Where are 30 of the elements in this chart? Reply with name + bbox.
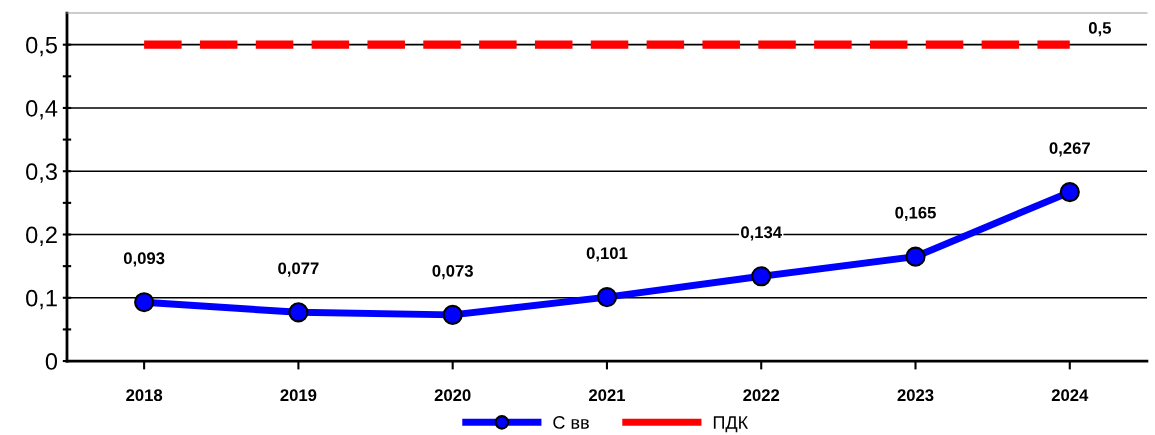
point bbox=[134, 292, 155, 313]
data-label: 0,267 bbox=[1049, 142, 1090, 157]
x-tick-label: 2022 bbox=[743, 389, 780, 402]
y-tick-label: 0,5 bbox=[26, 36, 57, 57]
point bbox=[1059, 182, 1080, 203]
data-label: 0,101 bbox=[586, 247, 628, 262]
data-label: 0,077 bbox=[278, 262, 319, 277]
data-label: 0,073 bbox=[432, 264, 473, 280]
point bbox=[751, 266, 772, 287]
x-tick-label: 2021 bbox=[588, 389, 626, 402]
x-tick-label: 2019 bbox=[280, 389, 317, 402]
y-tick-label: 0 bbox=[45, 353, 58, 370]
y-tick-label: 0,1 bbox=[26, 289, 57, 310]
point bbox=[596, 287, 618, 308]
point bbox=[442, 304, 463, 325]
legend-label: С вв bbox=[553, 416, 589, 429]
y-tick-label: 0,4 bbox=[26, 100, 58, 120]
data-label: 0,5 bbox=[1088, 22, 1111, 37]
x-tick-label: 2018 bbox=[126, 389, 163, 402]
x-tick-label: 2024 bbox=[1051, 389, 1089, 402]
data-label: 0,165 bbox=[895, 206, 936, 221]
x-tick-label: 2020 bbox=[434, 389, 471, 402]
y-tick-label: 0,3 bbox=[26, 163, 57, 183]
point bbox=[288, 302, 309, 323]
y-tick-label: 0,2 bbox=[26, 226, 57, 247]
x-tick-label: 2023 bbox=[897, 389, 934, 402]
legend-label: ПДК bbox=[713, 416, 749, 433]
data-label: 0,093 bbox=[123, 252, 165, 267]
point bbox=[905, 246, 926, 267]
data-label: 0,134 bbox=[741, 226, 782, 241]
